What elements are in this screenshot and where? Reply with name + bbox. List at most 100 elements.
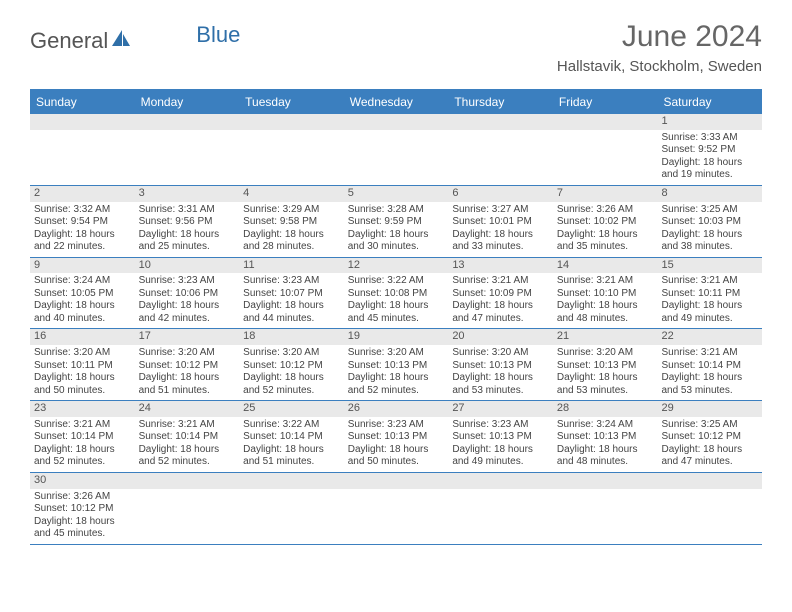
daylight-text: Daylight: 18 hours and 50 minutes. bbox=[34, 372, 131, 397]
daylight-text: Daylight: 18 hours and 44 minutes. bbox=[243, 300, 340, 325]
day-cell bbox=[135, 473, 240, 544]
day-cell: 27Sunrise: 3:23 AMSunset: 10:13 PMDaylig… bbox=[448, 401, 553, 472]
day-cell bbox=[239, 114, 344, 185]
dow-cell: Sunday bbox=[30, 90, 135, 114]
day-number bbox=[344, 114, 449, 130]
day-cell: 14Sunrise: 3:21 AMSunset: 10:10 PMDaylig… bbox=[553, 258, 658, 329]
day-number: 23 bbox=[30, 401, 135, 417]
sunset-text: Sunset: 9:58 PM bbox=[243, 216, 340, 229]
day-cell: 4Sunrise: 3:29 AMSunset: 9:58 PMDaylight… bbox=[239, 186, 344, 257]
day-number: 21 bbox=[553, 329, 658, 345]
day-cell bbox=[448, 114, 553, 185]
day-number: 9 bbox=[30, 258, 135, 274]
sunrise-text: Sunrise: 3:20 AM bbox=[34, 347, 131, 360]
day-number bbox=[448, 473, 553, 489]
day-number: 13 bbox=[448, 258, 553, 274]
day-cell: 11Sunrise: 3:23 AMSunset: 10:07 PMDaylig… bbox=[239, 258, 344, 329]
daylight-text: Daylight: 18 hours and 52 minutes. bbox=[243, 372, 340, 397]
sunrise-text: Sunrise: 3:20 AM bbox=[452, 347, 549, 360]
day-number bbox=[30, 114, 135, 130]
day-number: 28 bbox=[553, 401, 658, 417]
day-number: 20 bbox=[448, 329, 553, 345]
dow-cell: Friday bbox=[553, 90, 658, 114]
day-cell: 22Sunrise: 3:21 AMSunset: 10:14 PMDaylig… bbox=[657, 329, 762, 400]
sunset-text: Sunset: 10:06 PM bbox=[139, 288, 236, 301]
sunrise-text: Sunrise: 3:23 AM bbox=[243, 275, 340, 288]
sunrise-text: Sunrise: 3:26 AM bbox=[557, 204, 654, 217]
sunrise-text: Sunrise: 3:27 AM bbox=[452, 204, 549, 217]
dow-cell: Monday bbox=[135, 90, 240, 114]
sunset-text: Sunset: 10:13 PM bbox=[557, 360, 654, 373]
day-cell: 19Sunrise: 3:20 AMSunset: 10:13 PMDaylig… bbox=[344, 329, 449, 400]
sunrise-text: Sunrise: 3:21 AM bbox=[34, 419, 131, 432]
day-cell: 30Sunrise: 3:26 AMSunset: 10:12 PMDaylig… bbox=[30, 473, 135, 544]
daylight-text: Daylight: 18 hours and 47 minutes. bbox=[661, 444, 758, 469]
sunrise-text: Sunrise: 3:29 AM bbox=[243, 204, 340, 217]
day-number: 14 bbox=[553, 258, 658, 274]
daylight-text: Daylight: 18 hours and 40 minutes. bbox=[34, 300, 131, 325]
day-cell: 13Sunrise: 3:21 AMSunset: 10:09 PMDaylig… bbox=[448, 258, 553, 329]
title-block: June 2024 Hallstavik, Stockholm, Sweden bbox=[557, 20, 762, 75]
day-number: 12 bbox=[344, 258, 449, 274]
day-number bbox=[239, 473, 344, 489]
daylight-text: Daylight: 18 hours and 53 minutes. bbox=[557, 372, 654, 397]
sunrise-text: Sunrise: 3:22 AM bbox=[348, 275, 445, 288]
day-cell: 5Sunrise: 3:28 AMSunset: 9:59 PMDaylight… bbox=[344, 186, 449, 257]
sunrise-text: Sunrise: 3:21 AM bbox=[661, 347, 758, 360]
logo: General Blue bbox=[30, 28, 240, 54]
sunset-text: Sunset: 9:54 PM bbox=[34, 216, 131, 229]
sunset-text: Sunset: 10:14 PM bbox=[661, 360, 758, 373]
day-cell: 6Sunrise: 3:27 AMSunset: 10:01 PMDayligh… bbox=[448, 186, 553, 257]
day-number: 17 bbox=[135, 329, 240, 345]
day-cell: 8Sunrise: 3:25 AMSunset: 10:03 PMDayligh… bbox=[657, 186, 762, 257]
day-cell: 28Sunrise: 3:24 AMSunset: 10:13 PMDaylig… bbox=[553, 401, 658, 472]
sunrise-text: Sunrise: 3:21 AM bbox=[139, 419, 236, 432]
sunrise-text: Sunrise: 3:20 AM bbox=[243, 347, 340, 360]
day-number: 7 bbox=[553, 186, 658, 202]
day-cell: 24Sunrise: 3:21 AMSunset: 10:14 PMDaylig… bbox=[135, 401, 240, 472]
daylight-text: Daylight: 18 hours and 22 minutes. bbox=[34, 229, 131, 254]
day-cell: 29Sunrise: 3:25 AMSunset: 10:12 PMDaylig… bbox=[657, 401, 762, 472]
week-row: 16Sunrise: 3:20 AMSunset: 10:11 PMDaylig… bbox=[30, 329, 762, 401]
week-row: 9Sunrise: 3:24 AMSunset: 10:05 PMDayligh… bbox=[30, 258, 762, 330]
day-cell bbox=[239, 473, 344, 544]
day-number: 30 bbox=[30, 473, 135, 489]
day-cell: 12Sunrise: 3:22 AMSunset: 10:08 PMDaylig… bbox=[344, 258, 449, 329]
daylight-text: Daylight: 18 hours and 51 minutes. bbox=[139, 372, 236, 397]
daylight-text: Daylight: 18 hours and 48 minutes. bbox=[557, 300, 654, 325]
day-number bbox=[657, 473, 762, 489]
day-cell: 7Sunrise: 3:26 AMSunset: 10:02 PMDayligh… bbox=[553, 186, 658, 257]
sunrise-text: Sunrise: 3:32 AM bbox=[34, 204, 131, 217]
day-cell: 23Sunrise: 3:21 AMSunset: 10:14 PMDaylig… bbox=[30, 401, 135, 472]
day-cell bbox=[553, 473, 658, 544]
daylight-text: Daylight: 18 hours and 45 minutes. bbox=[34, 516, 131, 541]
day-cell bbox=[135, 114, 240, 185]
sunrise-text: Sunrise: 3:25 AM bbox=[661, 419, 758, 432]
daylight-text: Daylight: 18 hours and 49 minutes. bbox=[661, 300, 758, 325]
daylight-text: Daylight: 18 hours and 50 minutes. bbox=[348, 444, 445, 469]
location-text: Hallstavik, Stockholm, Sweden bbox=[557, 58, 762, 75]
header: General Blue June 2024 Hallstavik, Stock… bbox=[0, 0, 792, 83]
day-cell bbox=[30, 114, 135, 185]
day-cell: 18Sunrise: 3:20 AMSunset: 10:12 PMDaylig… bbox=[239, 329, 344, 400]
dow-cell: Saturday bbox=[657, 90, 762, 114]
day-number: 22 bbox=[657, 329, 762, 345]
sunset-text: Sunset: 10:12 PM bbox=[661, 431, 758, 444]
day-number bbox=[239, 114, 344, 130]
daylight-text: Daylight: 18 hours and 52 minutes. bbox=[348, 372, 445, 397]
day-cell bbox=[657, 473, 762, 544]
day-cell: 16Sunrise: 3:20 AMSunset: 10:11 PMDaylig… bbox=[30, 329, 135, 400]
day-number bbox=[553, 114, 658, 130]
sunrise-text: Sunrise: 3:22 AM bbox=[243, 419, 340, 432]
sunrise-text: Sunrise: 3:24 AM bbox=[34, 275, 131, 288]
day-number: 16 bbox=[30, 329, 135, 345]
day-cell: 17Sunrise: 3:20 AMSunset: 10:12 PMDaylig… bbox=[135, 329, 240, 400]
sunrise-text: Sunrise: 3:20 AM bbox=[139, 347, 236, 360]
sunset-text: Sunset: 10:14 PM bbox=[139, 431, 236, 444]
day-number: 11 bbox=[239, 258, 344, 274]
sunset-text: Sunset: 10:13 PM bbox=[557, 431, 654, 444]
daylight-text: Daylight: 18 hours and 49 minutes. bbox=[452, 444, 549, 469]
day-number bbox=[135, 114, 240, 130]
daylight-text: Daylight: 18 hours and 30 minutes. bbox=[348, 229, 445, 254]
sunrise-text: Sunrise: 3:23 AM bbox=[348, 419, 445, 432]
